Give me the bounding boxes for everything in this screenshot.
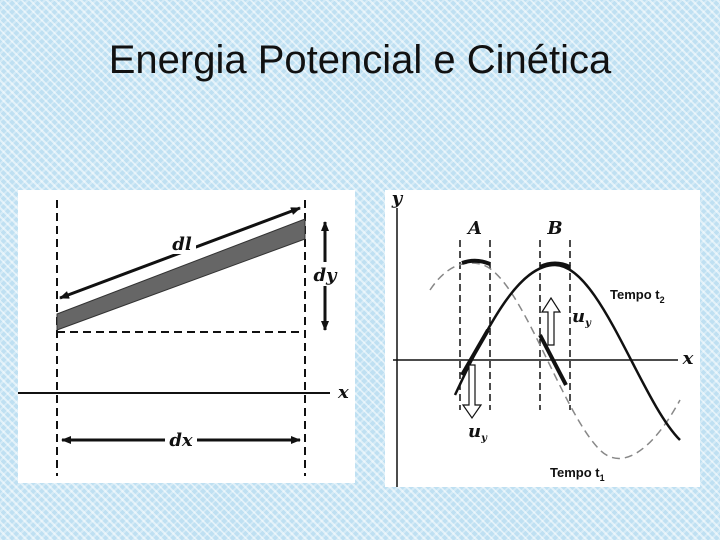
label-dy: dy [313, 265, 338, 286]
label-uy: uy [572, 306, 592, 329]
label-sub: y [480, 433, 488, 444]
label-text: u [468, 421, 481, 442]
label-sub: y [584, 318, 592, 329]
slide-title: Energia Potencial e Cinética [108, 38, 612, 82]
label-sub: 1 [600, 473, 605, 483]
label-text: Tempo t [550, 465, 600, 480]
label-text: u [572, 306, 585, 327]
label-x: x [337, 382, 349, 403]
label-b: B [546, 218, 562, 239]
label-bg [312, 262, 338, 286]
label-uy: uy [468, 421, 488, 444]
label-bg [165, 430, 197, 452]
label-dl: dl [172, 234, 192, 255]
label-sub: 2 [660, 295, 665, 305]
label-dx: dx [169, 430, 193, 451]
label-y: y [391, 188, 404, 209]
label-time-1: Tempo t1 [550, 465, 605, 483]
label-bg [168, 232, 196, 254]
label-time-2: Tempo t2 [610, 287, 665, 305]
string-segment [56, 218, 306, 331]
label-text: Tempo t [610, 287, 660, 302]
label-a: A [466, 218, 482, 239]
label-x: x [682, 348, 694, 369]
right-lines [393, 208, 681, 487]
